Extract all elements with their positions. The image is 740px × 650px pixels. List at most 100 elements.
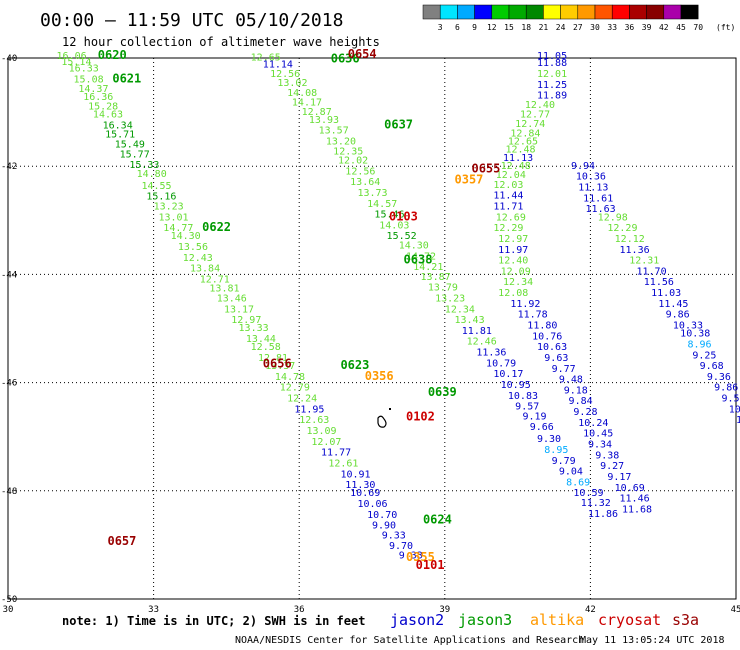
wave-height-label: 11.61: [583, 193, 613, 204]
pass-time-label: 0654: [348, 47, 377, 61]
footer-credit: NOAA/NESDIS Center for Satellite Applica…: [235, 635, 584, 646]
legend-altika: altika: [530, 611, 584, 629]
wave-height-label: 11.44: [493, 191, 523, 202]
x-tick-label: 42: [585, 605, 596, 615]
wave-height-label: 10.36: [576, 172, 606, 183]
wave-height-label: 10.17: [493, 369, 523, 380]
wave-height-label: 12.97: [498, 234, 528, 245]
wave-height-label: 9.68: [700, 361, 724, 372]
wave-height-label: 9.90: [372, 521, 396, 532]
wave-height-label: 14.55: [141, 181, 171, 192]
wave-height-label: 12.34: [445, 304, 475, 315]
wave-height-label: 13.57: [319, 126, 349, 137]
wave-height-label: 9.94: [571, 161, 595, 172]
wave-height-label: 11.80: [527, 321, 557, 332]
color-scale-swatch: [560, 4, 579, 20]
satellite-legend: jason2 jason3 altika cryosat s3a: [390, 611, 699, 629]
x-tick-label: 30: [3, 605, 14, 615]
wave-height-label: 9.33: [399, 550, 423, 561]
wave-height-label: 15.52: [387, 231, 417, 242]
wave-height-label: 12.71: [200, 275, 230, 286]
wave-height-label: 14.72: [406, 251, 436, 262]
color-scale-label: 24: [556, 23, 566, 32]
pass-time-label: 0624: [423, 512, 452, 526]
pass-time-label: 0102: [406, 409, 435, 423]
color-scale-label: 15: [504, 23, 514, 32]
wave-height-label: 12.63: [299, 415, 329, 426]
wave-height-label: 12.07: [311, 437, 341, 448]
x-tick-label: 33: [148, 605, 159, 615]
color-scale-label: 36: [625, 23, 635, 32]
wave-height-label: 11.68: [622, 504, 652, 515]
pass-time-label: 0621: [112, 71, 141, 85]
y-tick-label: -40: [1, 54, 17, 64]
wave-height-label: 12.81: [258, 353, 288, 364]
wave-height-label: 12.40: [498, 256, 528, 267]
wave-height-label: 14.77: [163, 223, 193, 234]
wave-height-label: 10.95: [501, 380, 531, 391]
wave-height-label: 9.04: [559, 467, 583, 478]
wave-height-label: 15.33: [129, 160, 159, 171]
color-scale-swatch: [439, 4, 458, 20]
wave-height-label: 9.79: [552, 456, 576, 467]
wave-height-label: 8.96: [687, 339, 711, 350]
wave-height-label: 11.56: [644, 277, 674, 288]
wave-height-label: 9.77: [552, 364, 576, 375]
color-scale-unit: (ft): [716, 23, 735, 32]
wave-height-label: 13.56: [178, 242, 208, 253]
color-scale-swatch: [474, 4, 493, 20]
wave-height-label: 16.06: [57, 51, 87, 62]
wave-height-label: 13.84: [190, 264, 220, 275]
wave-height-label: 12.01: [537, 69, 567, 80]
wave-height-label: 12.84: [510, 128, 540, 139]
wave-height-label: 10.70: [367, 510, 397, 521]
color-scale-swatch: [525, 4, 544, 20]
wave-height-label: 9.17: [607, 472, 631, 483]
color-scale-swatch: [680, 4, 699, 20]
map-grid: [8, 58, 736, 599]
wave-height-label: 10.83: [508, 391, 538, 402]
wave-height-label: 9.63: [544, 353, 568, 364]
wave-height-label: 16.36: [83, 92, 113, 103]
wave-height-label: 12.24: [287, 394, 317, 405]
wave-height-label: 9.25: [692, 350, 716, 361]
wave-height-label: 10.63: [537, 342, 567, 353]
wave-height-label: 12.34: [503, 277, 533, 288]
wave-height-label: 8.95: [544, 445, 568, 456]
pass-time-label: 0639: [428, 385, 457, 399]
wave-height-label: 12.02: [338, 155, 368, 166]
wave-height-label: 13.37: [265, 361, 295, 372]
wave-height-label: 9.84: [569, 396, 593, 407]
wave-height-label: 9.38: [595, 450, 619, 461]
wave-height-label: 11.77: [321, 448, 351, 459]
wave-height-label: 11.36: [476, 348, 506, 359]
wave-height-label: 14.30: [171, 231, 201, 242]
x-tick-label: 39: [439, 605, 450, 615]
wave-height-label: 10.96: [729, 404, 740, 415]
satellite-pass-times: 0620 0621 0622 0623 0636 0637 0638 0639 0624 0654…: [98, 47, 501, 572]
wave-height-label: 11.05: [537, 51, 567, 62]
wave-height-label: 13.44: [246, 334, 276, 345]
color-scale-swatch: [508, 4, 527, 20]
wave-height-label: 12.31: [629, 256, 659, 267]
wave-height-label: 11.03: [651, 288, 681, 299]
axis-ticks: 30 33 36 39 42 45 -40 -42 -44 -46 -48 -50: [1, 54, 740, 615]
legend-s3a: s3a: [672, 611, 699, 629]
wave-height-label: 11.97: [498, 245, 528, 256]
pass-time-label: 0355: [406, 550, 435, 564]
wave-height-readings: 16.0615.1416.3315.0814.3716.3615.2814.63…: [57, 51, 740, 561]
wave-height-label: 13.64: [350, 177, 380, 188]
color-scale-label: 70: [693, 23, 703, 32]
pass-time-label: 0356: [365, 369, 394, 383]
legend-jason2: jason2: [390, 611, 444, 629]
wave-height-label: 9.86: [714, 383, 738, 394]
wave-height-label: 11.71: [493, 201, 523, 212]
wave-height-label: 12.08: [498, 288, 528, 299]
wave-height-label: 9.48: [559, 375, 583, 386]
wave-height-label: 10.24: [578, 418, 608, 429]
wave-height-label: 11.46: [620, 494, 650, 505]
wave-height-label: 11.14: [263, 60, 293, 71]
island-outline: [377, 408, 391, 428]
wave-height-label: 12.09: [501, 266, 531, 277]
